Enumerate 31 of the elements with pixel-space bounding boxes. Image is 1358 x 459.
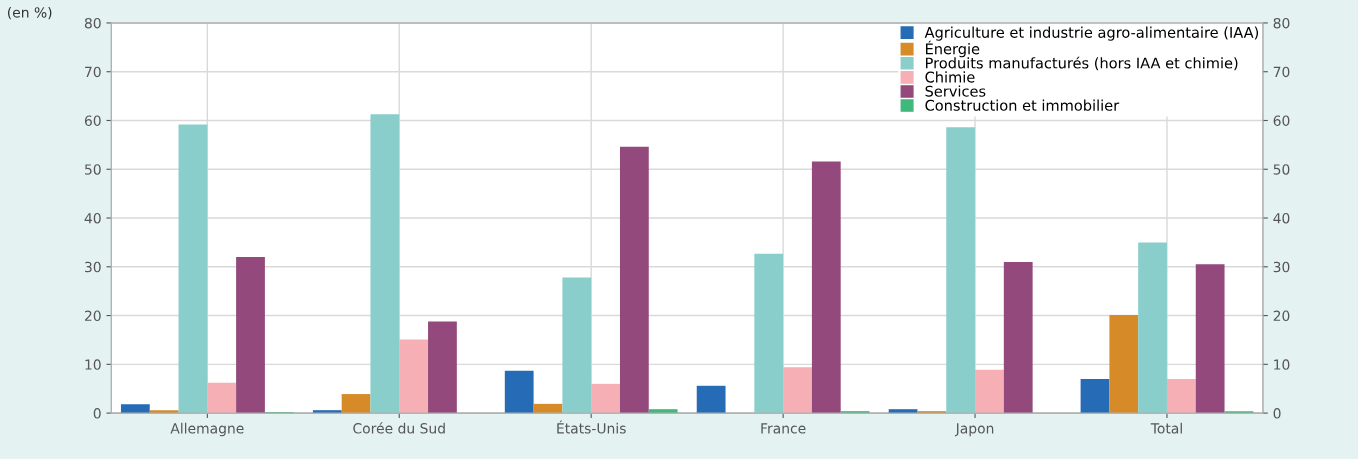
y2-tick-label: 60 [1273,115,1290,126]
y-tick-label: 70 [85,66,101,78]
legend-label: Chimie [925,71,975,83]
y2-tick-label: 40 [1273,212,1290,224]
legend-label: Services [925,85,986,97]
y2-tick-label: 50 [1273,164,1290,175]
chart-title: (en %) [7,6,52,20]
y-tick-label: 80 [84,17,101,29]
x-tick-label: Corée du Sud [353,422,445,434]
y2-tick-label: 10 [1274,359,1290,370]
x-tick-label: Total [1150,422,1182,434]
y-tick-label: 30 [85,261,101,273]
y2-tick-label: 70 [1273,66,1290,78]
legend-label: Agriculture et industrie agro-alimentaire (IAA) [924,26,1259,41]
y-tick-label: 40 [84,212,101,224]
y-tick-label: 60 [84,115,101,126]
legend-label: Produits manufacturés (hors IAA et chimie) [926,56,1238,71]
y-tick-label: 10 [85,359,101,370]
x-tick-label: Allemagne [170,422,244,437]
x-tick-label: États-Unis [557,420,626,434]
y2-tick-label: 80 [1273,17,1290,29]
legend-label: Énergie [926,40,980,58]
y-tick-label: 0 [93,408,101,419]
y-tick-label: 50 [85,164,101,175]
y2-tick-label: 30 [1273,261,1290,273]
legend-label: Construction et immobilier [925,99,1120,111]
y2-tick-label: 20 [1273,310,1290,322]
y-tick-label: 20 [84,310,101,322]
x-tick-label: France [761,423,806,434]
x-tick-label: Japon [954,423,994,437]
y2-tick-label: 0 [1273,408,1281,419]
